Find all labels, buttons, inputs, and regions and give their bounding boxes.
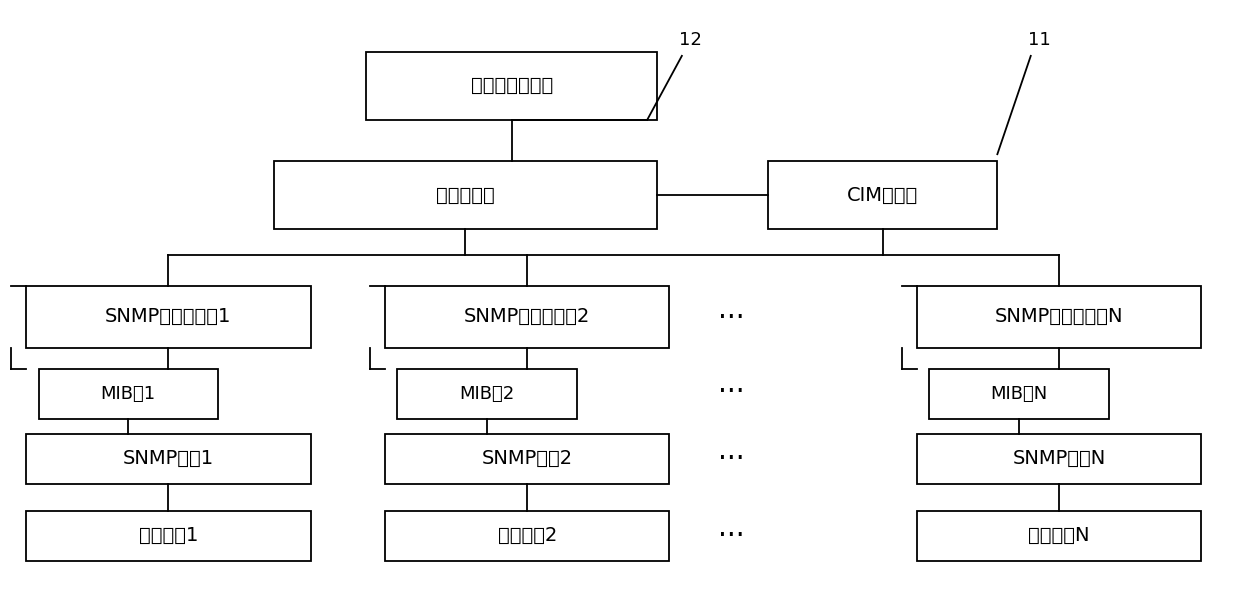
Text: ···: ··· <box>718 522 745 550</box>
Text: SNMP转换中间件1: SNMP转换中间件1 <box>105 307 232 326</box>
Text: SNMP代理2: SNMP代理2 <box>481 449 573 468</box>
Text: 存储设备N: 存储设备N <box>1028 527 1090 546</box>
Text: 对象管理器: 对象管理器 <box>436 186 495 205</box>
Text: ···: ··· <box>718 304 745 332</box>
Text: ···: ··· <box>718 378 745 406</box>
Text: ···: ··· <box>718 444 745 472</box>
Bar <box>366 52 657 120</box>
Text: SNMP转换中间件2: SNMP转换中间件2 <box>464 307 590 326</box>
Text: 12: 12 <box>680 31 702 49</box>
Bar <box>916 434 1202 484</box>
Bar <box>769 161 997 230</box>
Text: SNMP转换中间件N: SNMP转换中间件N <box>994 307 1123 326</box>
Bar <box>26 434 311 484</box>
Bar <box>929 368 1109 419</box>
Bar <box>397 368 577 419</box>
Bar <box>26 511 311 561</box>
Text: 存储设备2: 存储设备2 <box>497 527 557 546</box>
Text: 11: 11 <box>1028 31 1052 49</box>
Bar <box>384 511 670 561</box>
Text: CIM模型库: CIM模型库 <box>847 186 919 205</box>
Bar <box>274 161 657 230</box>
Bar <box>916 286 1202 348</box>
Text: 存储管理客户端: 存储管理客户端 <box>471 76 553 95</box>
Bar <box>384 434 670 484</box>
Text: MIB库N: MIB库N <box>991 385 1048 403</box>
Bar <box>38 368 218 419</box>
Bar <box>916 511 1202 561</box>
Text: SNMP代理N: SNMP代理N <box>1013 449 1106 468</box>
Bar <box>384 286 670 348</box>
Bar <box>26 286 311 348</box>
Text: MIB库2: MIB库2 <box>459 385 515 403</box>
Text: SNMP代理1: SNMP代理1 <box>123 449 215 468</box>
Text: MIB库1: MIB库1 <box>100 385 156 403</box>
Text: 存储设备1: 存储设备1 <box>139 527 198 546</box>
